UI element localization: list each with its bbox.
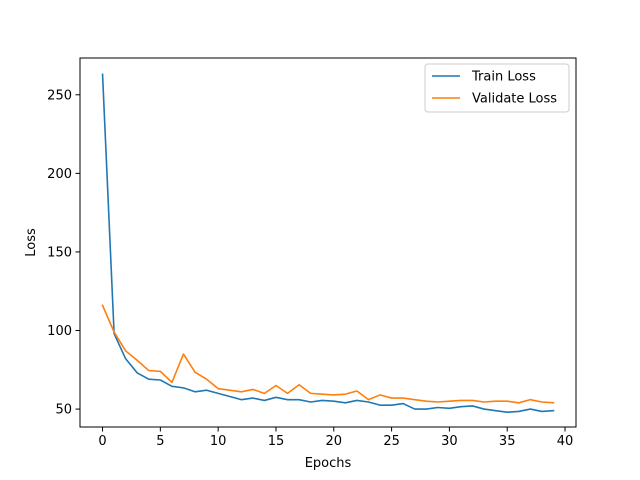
x-tick-label: 40	[557, 434, 574, 449]
x-tick-label: 25	[383, 434, 400, 449]
x-tick-label: 0	[98, 434, 106, 449]
plot-frame	[79, 57, 577, 428]
y-axis-label: Loss	[24, 228, 39, 257]
x-tick-label: 5	[156, 434, 164, 449]
y-tick-label: 200	[47, 167, 72, 182]
x-tick-label: 35	[499, 434, 516, 449]
y-tick-label: 50	[55, 403, 72, 418]
x-tick-label: 10	[210, 434, 227, 449]
legend-label-validate-loss: Validate Loss	[472, 92, 557, 107]
x-tick-label: 20	[326, 434, 343, 449]
y-tick-label: 100	[47, 324, 72, 339]
x-axis: 0 5 10 15 20 25 30 35 40	[98, 427, 573, 449]
series-layer	[101, 73, 555, 414]
series-line-train-loss	[101, 73, 555, 414]
x-axis-label: Epochs	[305, 456, 352, 471]
y-tick-label: 250	[47, 88, 72, 103]
x-tick-label: 30	[441, 434, 458, 449]
y-tick-label: 150	[47, 245, 72, 260]
series-line-validate-loss	[101, 304, 555, 404]
legend-box	[424, 63, 570, 113]
legend-label-train-loss: Train Loss	[471, 70, 536, 85]
y-axis: 50 100 150 200 250	[47, 88, 80, 418]
legend: Train Loss Validate Loss	[424, 63, 570, 113]
x-tick-label: 15	[268, 434, 285, 449]
plot-border	[79, 57, 577, 428]
